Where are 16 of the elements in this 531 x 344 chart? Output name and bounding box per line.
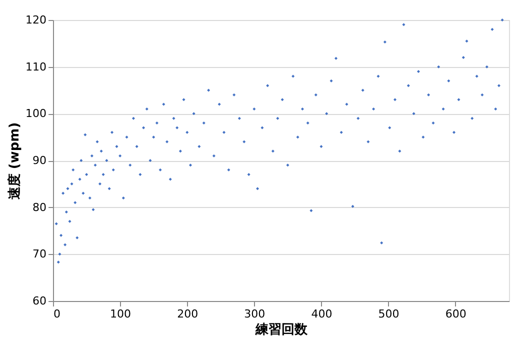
y-tick-label: 80 bbox=[32, 200, 46, 214]
y-tick-label: 110 bbox=[26, 60, 46, 74]
x-axis-title: 練習回数 bbox=[254, 322, 308, 338]
y-axis-title: 速度 (wpm) bbox=[6, 122, 23, 200]
x-tick-label: 400 bbox=[311, 308, 332, 320]
x-tick-label: 0 bbox=[54, 308, 60, 320]
x-tick-label: 200 bbox=[177, 308, 198, 320]
y-tick-label: 100 bbox=[26, 107, 46, 120]
x-tick-label: 600 bbox=[445, 308, 466, 320]
x-tick-label: 100 bbox=[110, 308, 132, 320]
y-tick-label: 60 bbox=[32, 294, 46, 308]
x-tick-label: 300 bbox=[244, 308, 266, 320]
y-tick-label: 90 bbox=[32, 154, 46, 167]
y-tick-label: 70 bbox=[32, 248, 46, 261]
x-tick-label: 500 bbox=[378, 308, 400, 320]
y-tick-label: 120 bbox=[26, 14, 46, 26]
